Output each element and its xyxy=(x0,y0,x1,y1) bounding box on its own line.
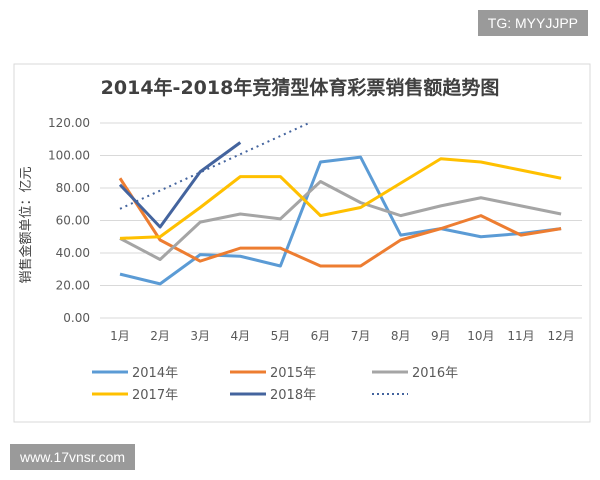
x-tick-label: 5月 xyxy=(271,329,291,343)
chart-title: 2014年-2018年竞猜型体育彩票销售额趋势图 xyxy=(101,76,500,99)
legend-label: 2015年 xyxy=(270,366,316,381)
series-line-2017年 xyxy=(119,157,562,240)
x-tick-label: 7月 xyxy=(351,329,371,343)
series-line-2014年 xyxy=(119,155,562,286)
x-tick-label: 4月 xyxy=(230,329,250,343)
legend-label: 2016年 xyxy=(412,366,458,381)
y-tick-label: 60.00 xyxy=(56,214,90,228)
x-tick-label: 8月 xyxy=(391,329,411,343)
x-tick-label: 3月 xyxy=(190,329,210,343)
tg-badge: TG: MYYJJPP xyxy=(477,10,588,36)
y-tick-label: 20.00 xyxy=(56,279,90,293)
y-tick-label: 80.00 xyxy=(56,181,90,195)
x-tick-label: 9月 xyxy=(431,329,451,343)
series-line-2016年 xyxy=(119,180,562,261)
legend-label: 2017年 xyxy=(132,388,178,403)
chart-frame xyxy=(13,63,591,423)
legend-label: 2018年 xyxy=(270,388,316,403)
legend-label: 2014年 xyxy=(132,366,178,381)
site-url-badge: www.17vnsr.com xyxy=(10,444,136,470)
series-line-2015年 xyxy=(118,177,562,268)
y-tick-label: 0.00 xyxy=(63,311,90,325)
trendline xyxy=(119,122,310,210)
x-tick-label: 10月 xyxy=(467,329,494,343)
x-tick-label: 12月 xyxy=(547,329,574,343)
x-tick-label: 11月 xyxy=(507,329,534,343)
x-tick-label: 6月 xyxy=(311,329,331,343)
x-tick-label: 1月 xyxy=(110,329,130,343)
x-tick-label: 2月 xyxy=(150,329,170,343)
y-tick-label: 120.00 xyxy=(48,116,90,130)
series-line-2018年 xyxy=(118,141,242,229)
y-axis-label: 销售金额单位：亿元 xyxy=(18,166,34,283)
y-tick-label: 100.00 xyxy=(48,149,90,163)
y-tick-label: 40.00 xyxy=(56,246,90,260)
